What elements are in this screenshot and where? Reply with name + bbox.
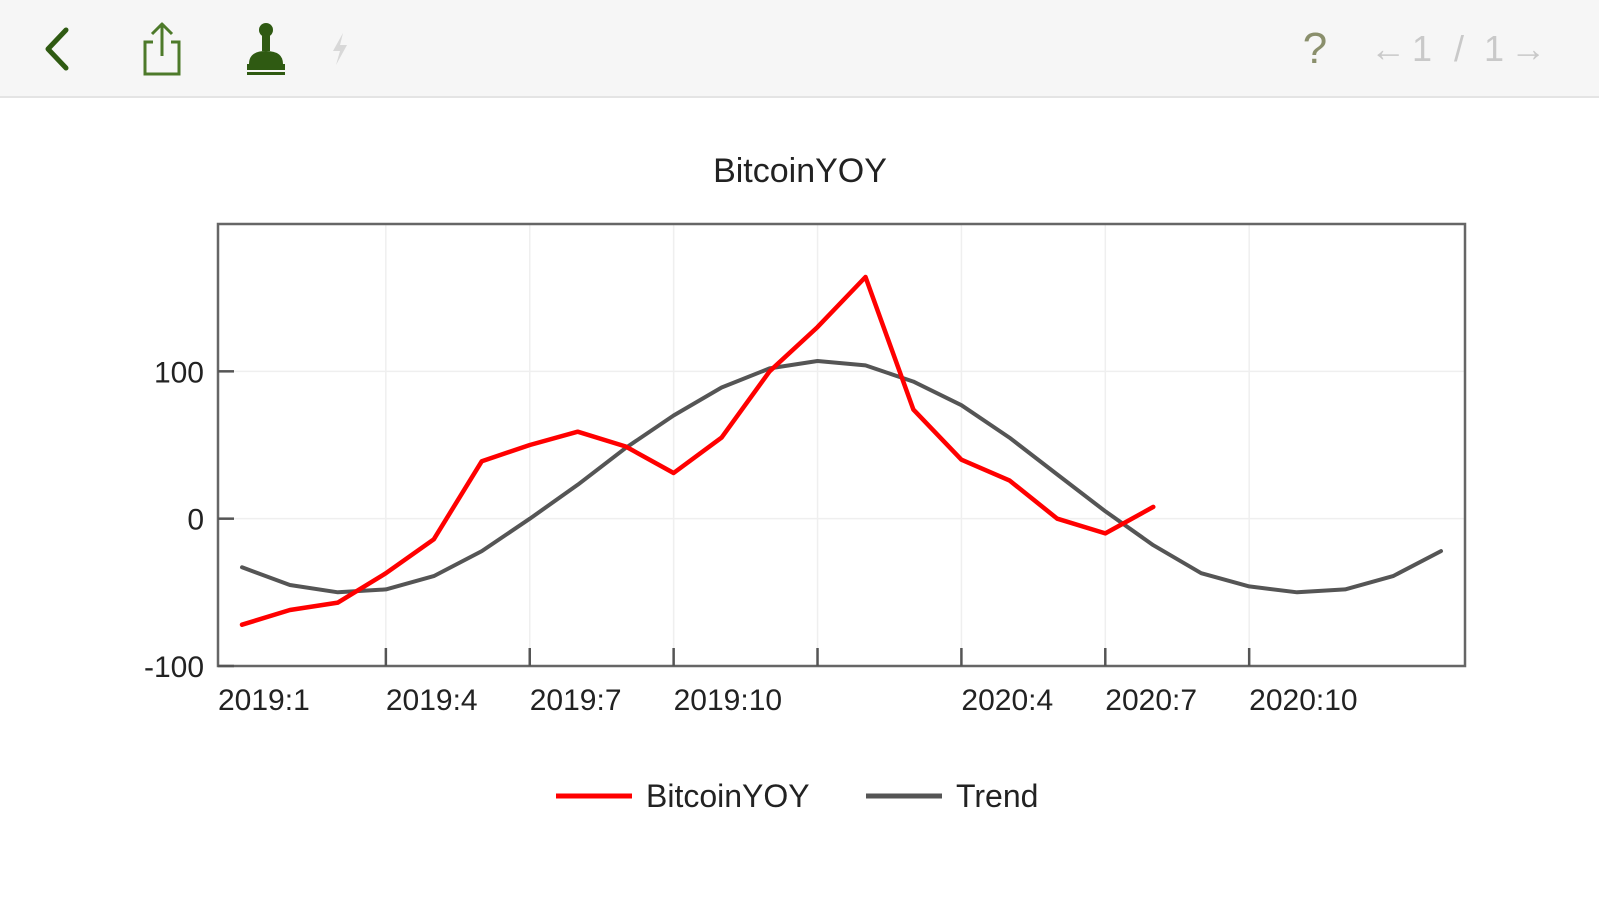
trend-line — [240, 359, 1443, 595]
x-tick-label: 2020:7 — [1105, 684, 1197, 717]
back-button[interactable] — [28, 18, 88, 80]
stamp-icon — [247, 23, 285, 75]
next-page-arrow[interactable]: → — [1510, 28, 1547, 69]
x-tick-label: 2019:1 — [218, 684, 310, 717]
legend-entry: Trend — [866, 778, 1038, 814]
page-separator: / — [1454, 28, 1465, 69]
chevron-left-icon — [45, 27, 69, 71]
prev-page-arrow[interactable]: ← — [1370, 28, 1406, 69]
legend-entry: BitcoinYOY — [556, 778, 810, 814]
y-tick-label: 100 — [154, 356, 204, 389]
current-page: 1 — [1412, 28, 1433, 69]
grid-lines — [218, 224, 1465, 667]
share-button[interactable] — [132, 18, 192, 80]
legend-label: BitcoinYOY — [646, 778, 810, 814]
lightning-button[interactable] — [318, 18, 362, 80]
plot-border — [216, 222, 1467, 668]
toolbar: ? ← 1 / 1 → — [0, 0, 1599, 98]
x-tick-label: 2019:10 — [674, 684, 782, 717]
share-icon — [143, 22, 181, 76]
x-tick-label: 2019:4 — [386, 684, 478, 717]
lightning-icon — [333, 33, 347, 65]
x-tick-label: 2020:10 — [1249, 684, 1357, 717]
bitcoinyoy-line — [239, 274, 1156, 627]
help-button[interactable]: ? — [1290, 18, 1340, 80]
chart-area: BitcoinYOY -100 0 100 2019:1 2019:4 2019:7 20… — [0, 100, 1599, 900]
x-tick-label: 2019:7 — [530, 684, 622, 717]
series-lines — [239, 274, 1443, 627]
plot-frame — [216, 222, 1467, 668]
x-tick-label: 2020:4 — [961, 684, 1053, 717]
legend: BitcoinYOY Trend — [556, 778, 1038, 814]
legend-label: Trend — [956, 778, 1038, 814]
chart-title: BitcoinYOY — [713, 152, 887, 190]
stamp-button[interactable] — [236, 18, 296, 80]
page-navigator: ← 1 / 1 → — [1370, 18, 1570, 80]
help-label: ? — [1302, 24, 1328, 73]
total-pages: 1 — [1484, 28, 1505, 69]
y-axis: -100 0 100 — [144, 356, 234, 684]
y-tick-label: -100 — [144, 651, 204, 684]
x-axis: 2019:1 2019:4 2019:7 2019:10 2020:4 2020:7 202… — [218, 648, 1358, 717]
y-tick-label: 0 — [187, 504, 204, 537]
